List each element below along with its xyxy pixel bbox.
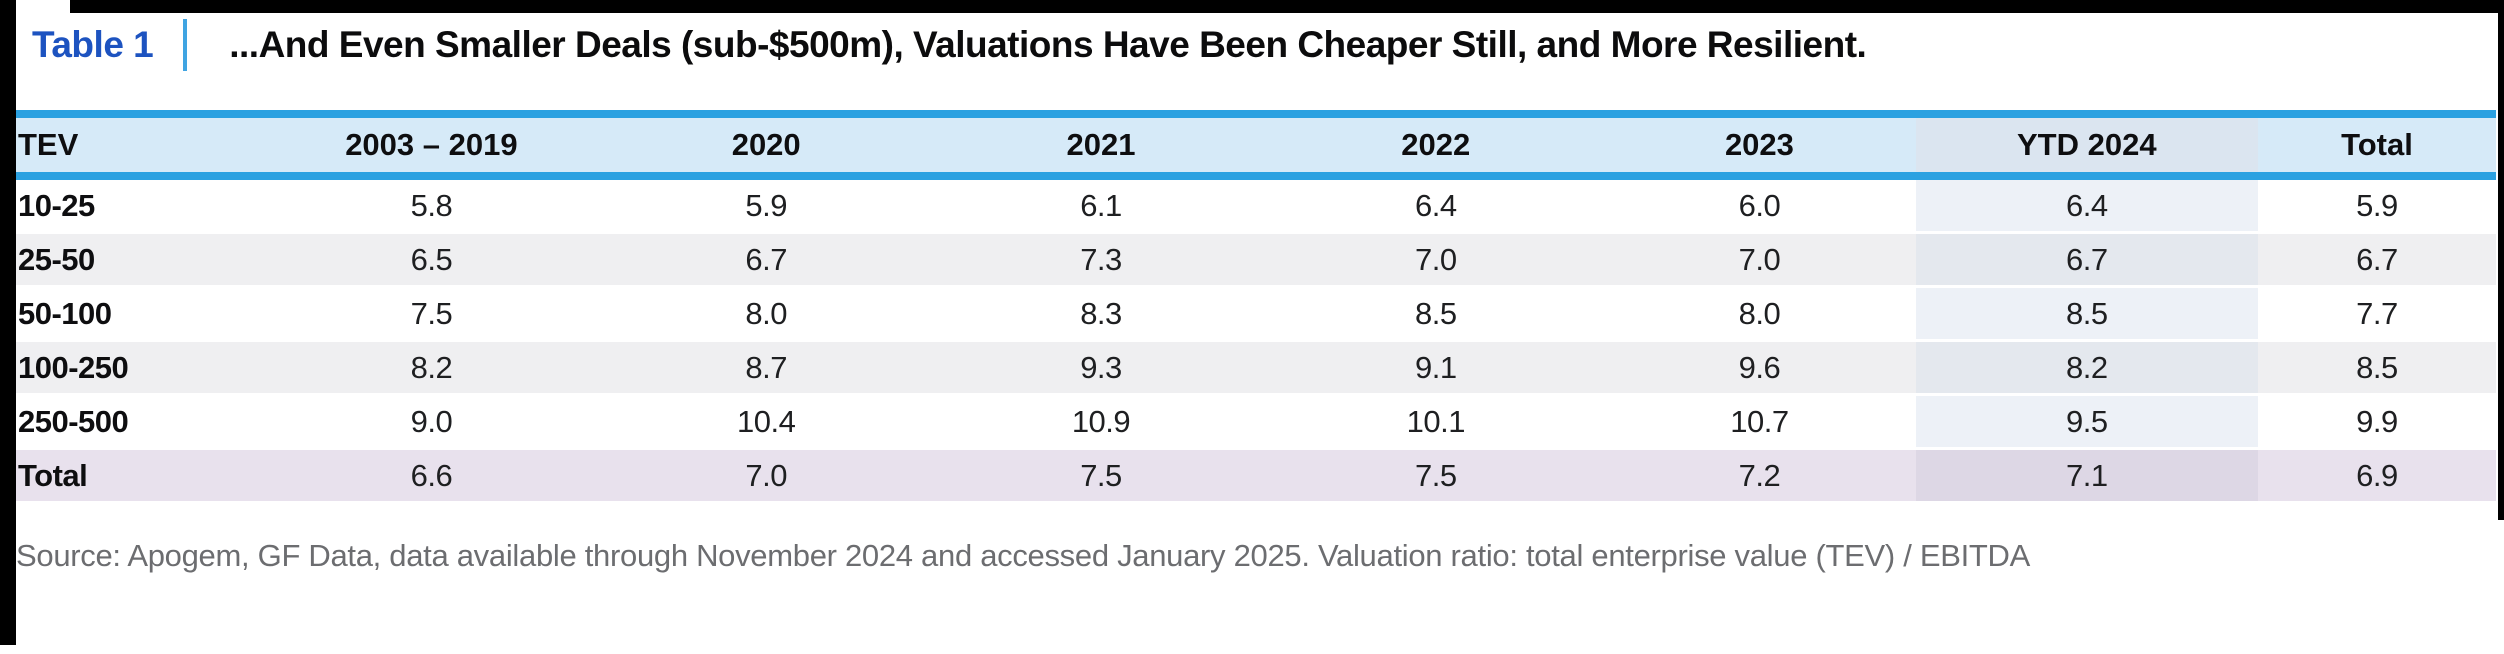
cell: 8.5 bbox=[2257, 340, 2496, 396]
frame-right-bar bbox=[2498, 0, 2504, 520]
cell: 9.0 bbox=[264, 394, 599, 450]
column-header-total: Total bbox=[2257, 110, 2496, 180]
row-label: 250-500 bbox=[16, 394, 264, 450]
cell-ytd: 7.1 bbox=[1915, 448, 2258, 501]
cell: 7.2 bbox=[1603, 448, 1916, 501]
cell: 6.5 bbox=[264, 232, 599, 288]
cell: 6.7 bbox=[2257, 232, 2496, 288]
cell-ytd: 8.2 bbox=[1915, 340, 2258, 396]
column-header-tev: TEV bbox=[16, 110, 264, 180]
exhibit-header: Table 1 ...And Even Smaller Deals (sub-$… bbox=[16, 14, 1867, 76]
cell: 8.5 bbox=[1268, 286, 1604, 342]
cell-ytd: 6.4 bbox=[1915, 176, 2258, 234]
column-header-ytd-2024: YTD 2024 bbox=[1915, 110, 2258, 180]
column-header-2003-2019: 2003 – 2019 bbox=[264, 110, 599, 180]
cell-ytd: 8.5 bbox=[1915, 286, 2258, 342]
row-label: 50-100 bbox=[16, 286, 264, 342]
cell: 6.4 bbox=[1268, 176, 1604, 234]
cell: 8.0 bbox=[1603, 286, 1916, 342]
cell: 5.9 bbox=[2257, 176, 2496, 234]
cell: 6.1 bbox=[933, 176, 1269, 234]
row-label: 100-250 bbox=[16, 340, 264, 396]
source-note: Source: Apogem, GF Data, data available … bbox=[16, 538, 2031, 573]
cell: 8.0 bbox=[598, 286, 934, 342]
table-number-label: Table 1 bbox=[32, 24, 154, 65]
cell: 5.8 bbox=[264, 176, 599, 234]
cell: 10.7 bbox=[1603, 394, 1916, 450]
column-header-2021: 2021 bbox=[933, 110, 1269, 180]
table-header-row: TEV 2003 – 2019 2020 2021 2022 2023 YTD … bbox=[16, 110, 2496, 180]
cell: 9.1 bbox=[1268, 340, 1604, 396]
title-divider bbox=[183, 19, 188, 71]
row-label: 10-25 bbox=[16, 176, 264, 234]
cell: 8.7 bbox=[598, 340, 934, 396]
cell: 7.0 bbox=[598, 448, 934, 501]
cell: 9.9 bbox=[2257, 394, 2496, 450]
table-row-total: Total 6.6 7.0 7.5 7.5 7.2 7.1 6.9 bbox=[16, 448, 2496, 501]
cell: 7.7 bbox=[2257, 286, 2496, 342]
cell: 10.1 bbox=[1268, 394, 1604, 450]
cell: 10.4 bbox=[598, 394, 934, 450]
table-row-250-500: 250-500 9.0 10.4 10.9 10.1 10.7 9.5 9.9 bbox=[16, 394, 2496, 450]
cell: 6.9 bbox=[2257, 448, 2496, 501]
exhibit-title: ...And Even Smaller Deals (sub-$500m), V… bbox=[229, 24, 1867, 65]
cell: 9.6 bbox=[1603, 340, 1916, 396]
cell: 8.3 bbox=[933, 286, 1269, 342]
cell: 7.0 bbox=[1603, 232, 1916, 288]
row-label: 25-50 bbox=[16, 232, 264, 288]
cell: 6.7 bbox=[598, 232, 934, 288]
cell-ytd: 9.5 bbox=[1915, 394, 2258, 450]
cell: 7.5 bbox=[264, 286, 599, 342]
frame-top-bar bbox=[70, 0, 2504, 13]
column-header-2023: 2023 bbox=[1603, 110, 1916, 180]
column-header-2020: 2020 bbox=[598, 110, 934, 180]
cell: 9.3 bbox=[933, 340, 1269, 396]
column-header-2022: 2022 bbox=[1268, 110, 1604, 180]
cell: 7.5 bbox=[1268, 448, 1604, 501]
table-row-50-100: 50-100 7.5 8.0 8.3 8.5 8.0 8.5 7.7 bbox=[16, 286, 2496, 342]
table-row-10-25: 10-25 5.8 5.9 6.1 6.4 6.0 6.4 5.9 bbox=[16, 176, 2496, 234]
cell: 7.3 bbox=[933, 232, 1269, 288]
cell: 5.9 bbox=[598, 176, 934, 234]
cell: 7.0 bbox=[1268, 232, 1604, 288]
cell: 8.2 bbox=[264, 340, 599, 396]
cell: 7.5 bbox=[933, 448, 1269, 501]
cell: 6.6 bbox=[264, 448, 599, 501]
table-row-100-250: 100-250 8.2 8.7 9.3 9.1 9.6 8.2 8.5 bbox=[16, 340, 2496, 396]
cell: 6.0 bbox=[1603, 176, 1916, 234]
table-row-25-50: 25-50 6.5 6.7 7.3 7.0 7.0 6.7 6.7 bbox=[16, 232, 2496, 288]
row-label: Total bbox=[16, 448, 264, 501]
valuation-table: TEV 2003 – 2019 2020 2021 2022 2023 YTD … bbox=[16, 110, 2496, 501]
cell-ytd: 6.7 bbox=[1915, 232, 2258, 288]
frame-left-bar bbox=[0, 0, 16, 645]
cell: 10.9 bbox=[933, 394, 1269, 450]
